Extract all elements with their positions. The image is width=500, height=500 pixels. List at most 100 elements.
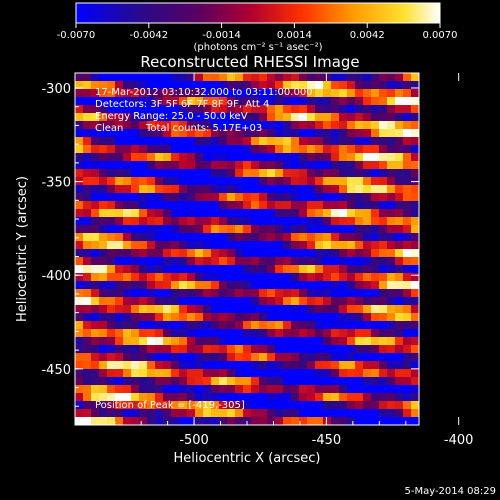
heatmap-cell: [195, 177, 204, 186]
heatmap-cell: [227, 257, 236, 266]
heatmap-cell: [411, 121, 419, 130]
heatmap-cell: [275, 393, 284, 402]
heatmap-cell: [203, 225, 212, 234]
heatmap-cell: [163, 345, 172, 354]
heatmap-cell: [339, 321, 348, 330]
heatmap-cell: [107, 385, 116, 394]
heatmap-cell: [339, 393, 348, 402]
heatmap-cell: [379, 73, 388, 82]
heatmap-cell: [203, 193, 212, 202]
heatmap-cell: [227, 393, 236, 402]
heatmap-cell: [99, 81, 108, 90]
heatmap-cell: [155, 337, 164, 346]
heatmap-cell: [115, 281, 124, 290]
heatmap-cell: [243, 193, 252, 202]
heatmap-cell: [203, 329, 212, 338]
heatmap-cell: [163, 129, 172, 138]
heatmap-cell: [411, 217, 419, 226]
heatmap-cell: [259, 89, 268, 98]
heatmap-cell: [83, 249, 92, 258]
heatmap-cell: [323, 209, 332, 218]
heatmap-cell: [339, 185, 348, 194]
heatmap-cell: [147, 209, 156, 218]
heatmap-cell: [131, 209, 140, 218]
colorbar-tick-label: 0.0042: [350, 30, 385, 41]
heatmap-cell: [123, 409, 132, 418]
heatmap-cell: [91, 377, 100, 386]
heatmap-cell: [331, 201, 340, 210]
heatmap-cell: [347, 97, 356, 106]
heatmap-cell: [363, 193, 372, 202]
heatmap-cell: [355, 393, 364, 402]
heatmap-cell: [91, 81, 100, 90]
heatmap-cell: [267, 385, 276, 394]
heatmap-cell: [83, 385, 92, 394]
heatmap-cell: [163, 257, 172, 266]
heatmap-cell: [371, 177, 380, 186]
heatmap-cell: [299, 97, 308, 106]
heatmap-cell: [99, 393, 108, 402]
heatmap-cell: [307, 273, 316, 282]
heatmap-cell: [163, 393, 172, 402]
heatmap-cell: [219, 81, 228, 90]
heatmap-cell: [267, 337, 276, 346]
heatmap-cell: [395, 193, 404, 202]
heatmap-cell: [75, 337, 84, 346]
heatmap-cell: [403, 129, 412, 138]
heatmap-cell: [315, 185, 324, 194]
heatmap-cell: [163, 289, 172, 298]
heatmap-cell: [395, 281, 404, 290]
heatmap-cell: [299, 401, 308, 410]
heatmap-cell: [107, 81, 116, 90]
heatmap-cell: [211, 297, 220, 306]
heatmap-cell: [355, 153, 364, 162]
heatmap-cell: [115, 129, 124, 138]
heatmap-cell: [275, 273, 284, 282]
heatmap-cell: [339, 225, 348, 234]
heatmap-cell: [243, 233, 252, 242]
heatmap-cell: [243, 73, 252, 82]
heatmap-cell: [291, 73, 300, 82]
heatmap-cell: [363, 201, 372, 210]
heatmap-cell: [371, 201, 380, 210]
heatmap-cell: [171, 313, 180, 322]
heatmap-cell: [179, 81, 188, 90]
heatmap-cell: [179, 177, 188, 186]
heatmap-cell: [211, 177, 220, 186]
heatmap-cell: [235, 401, 244, 410]
heatmap-cell: [219, 169, 228, 178]
heatmap-cell: [203, 241, 212, 250]
heatmap-cell: [187, 137, 196, 146]
heatmap-cell: [75, 401, 84, 410]
heatmap-cell: [131, 153, 140, 162]
heatmap-cell: [115, 289, 124, 298]
heatmap-cell: [107, 409, 116, 418]
heatmap-cell: [219, 121, 228, 130]
heatmap-cell: [211, 161, 220, 170]
heatmap-cell: [131, 137, 140, 146]
heatmap-cell: [403, 337, 412, 346]
heatmap-cell: [203, 217, 212, 226]
heatmap-cell: [155, 401, 164, 410]
heatmap-cell: [147, 297, 156, 306]
heatmap-cell: [291, 193, 300, 202]
heatmap-cell: [211, 329, 220, 338]
heatmap-cell: [291, 89, 300, 98]
heatmap-cell: [211, 385, 220, 394]
heatmap-cell: [99, 153, 108, 162]
heatmap-cell: [219, 337, 228, 346]
heatmap-cell: [331, 249, 340, 258]
heatmap-cell: [379, 393, 388, 402]
heatmap-cell: [91, 153, 100, 162]
heatmap-cell: [395, 393, 404, 402]
heatmap-cell: [267, 401, 276, 410]
heatmap-cell: [187, 273, 196, 282]
heatmap-cell: [131, 297, 140, 306]
heatmap-cell: [107, 241, 116, 250]
heatmap-cell: [395, 257, 404, 266]
heatmap-cell: [379, 321, 388, 330]
heatmap-cell: [299, 241, 308, 250]
heatmap-cell: [187, 321, 196, 330]
heatmap-cell: [355, 297, 364, 306]
heatmap-cell: [219, 265, 228, 274]
